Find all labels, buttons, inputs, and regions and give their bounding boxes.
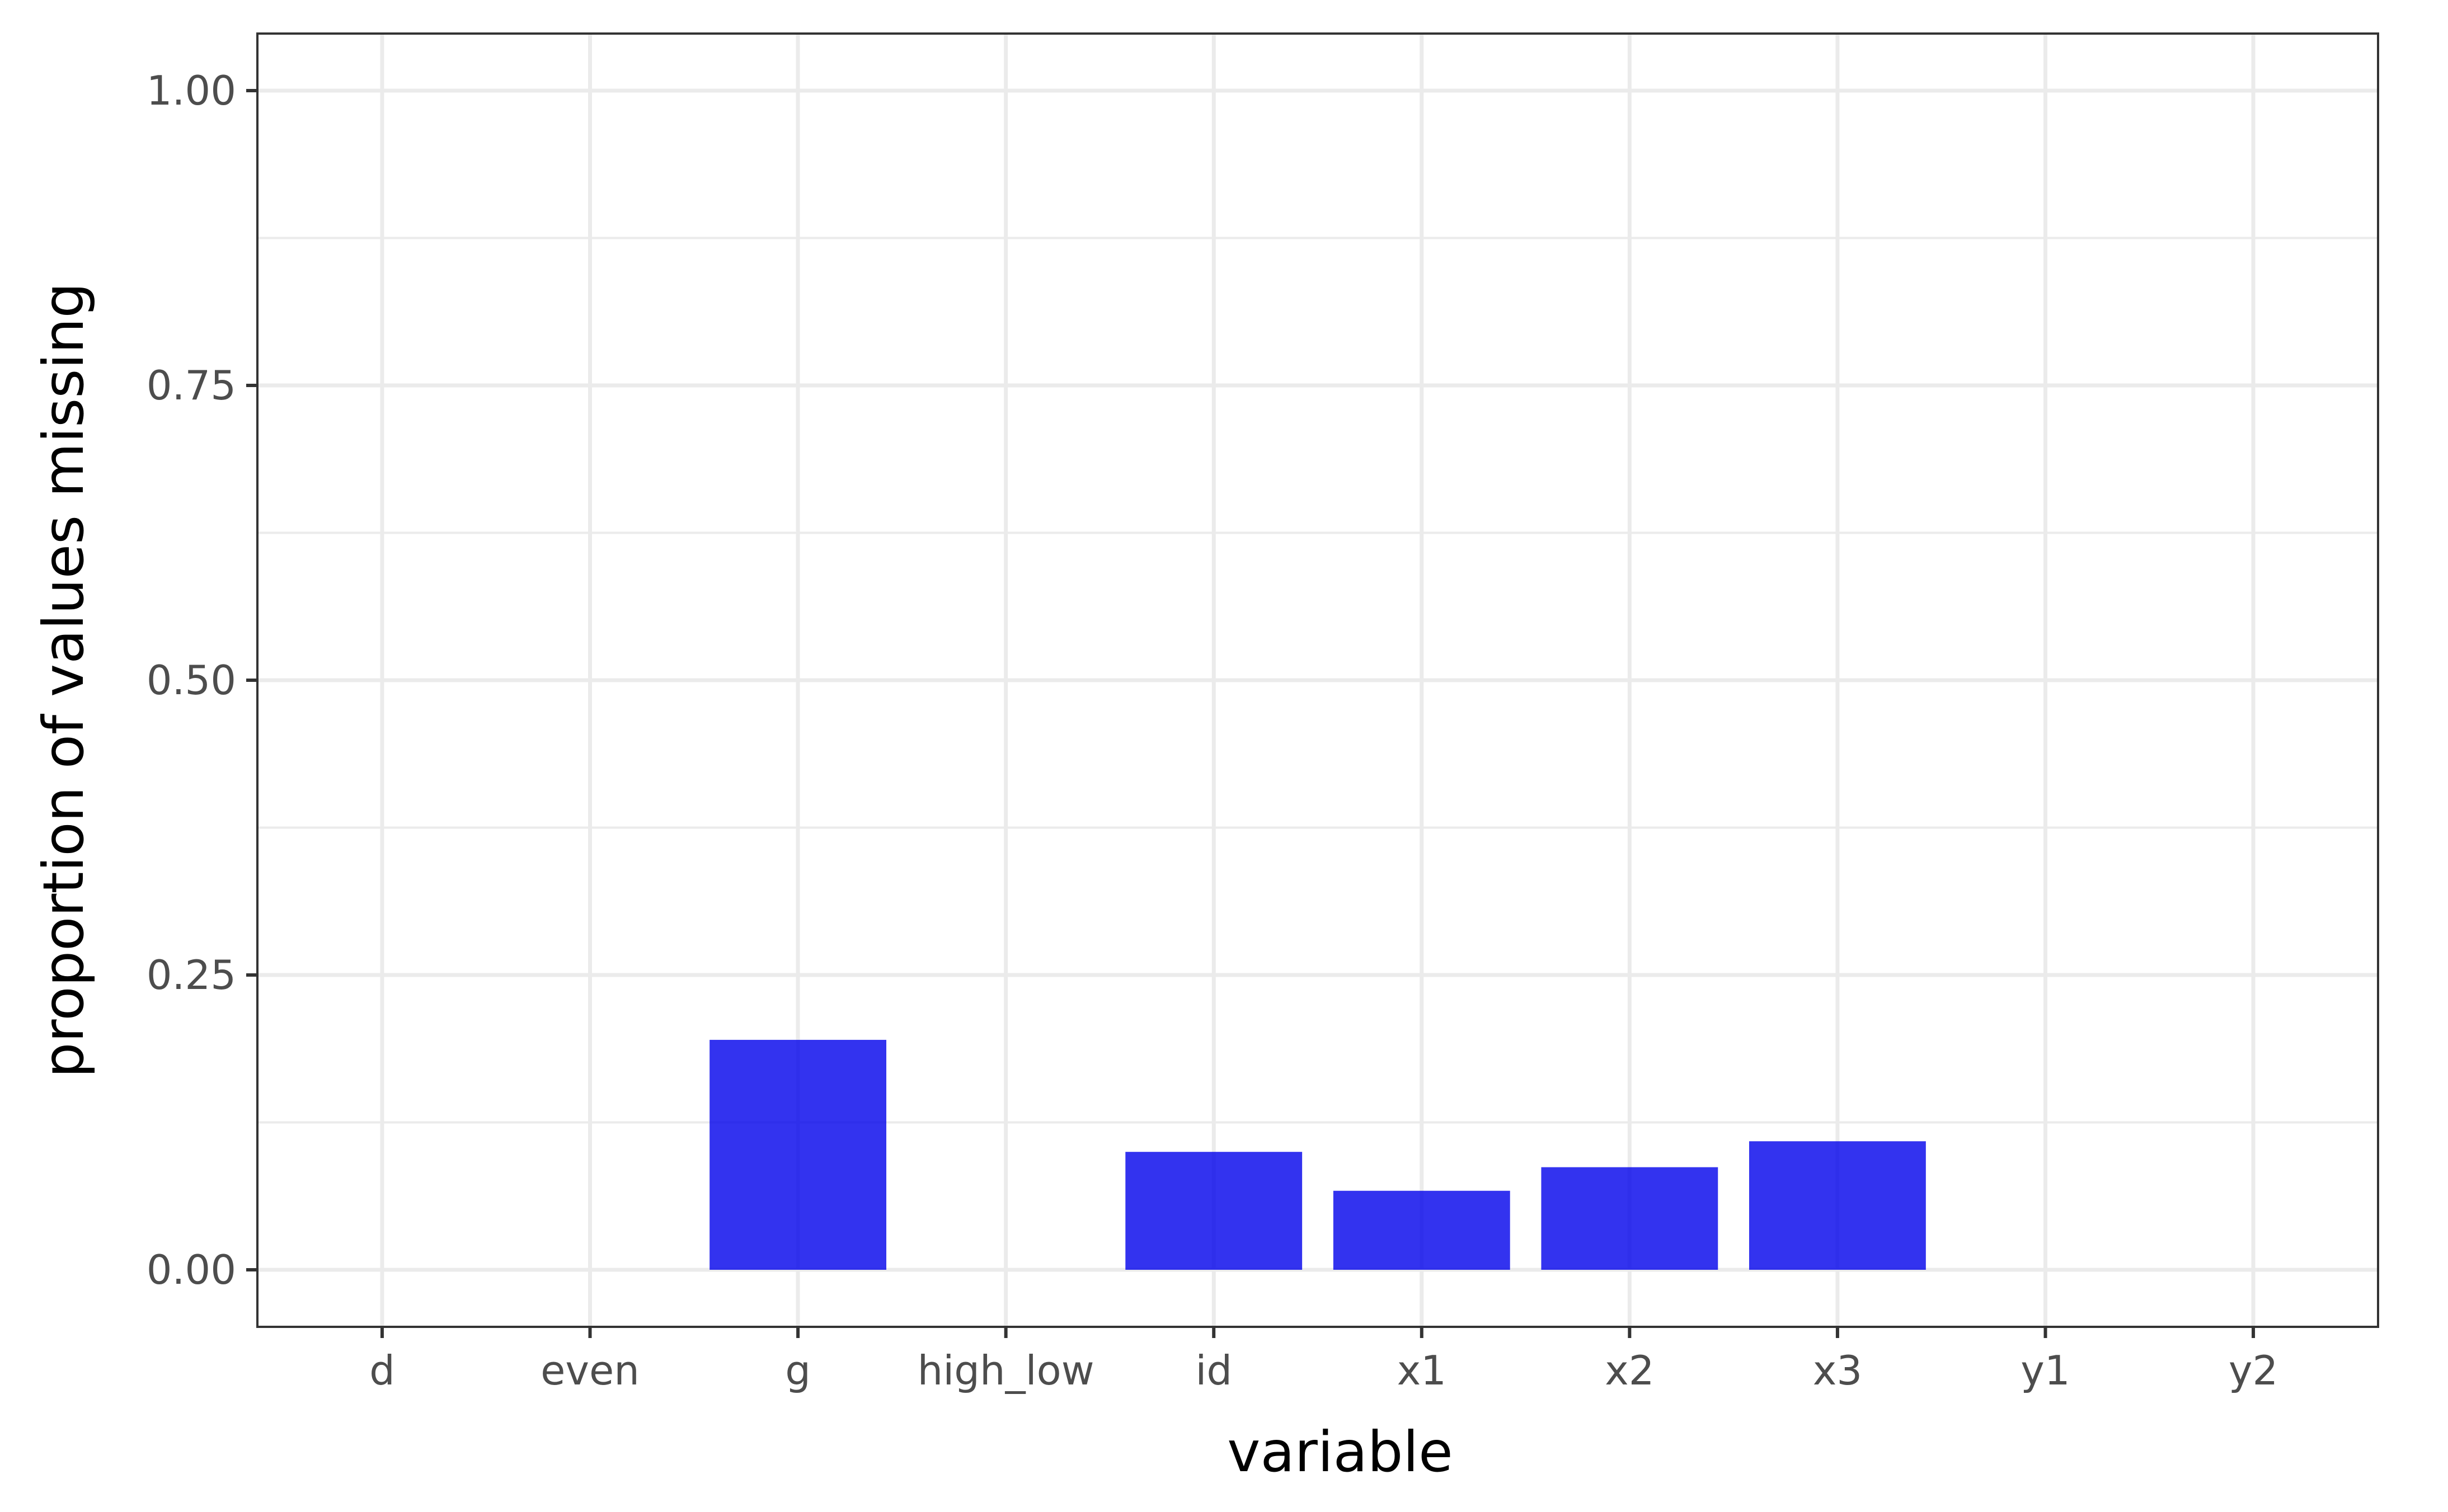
x-tick-label: x3 bbox=[1813, 1347, 1862, 1394]
bars bbox=[710, 1039, 1926, 1270]
x-tick-label: g bbox=[785, 1347, 811, 1394]
x-tick-label: even bbox=[541, 1347, 640, 1394]
x-tick-label: y1 bbox=[2021, 1347, 2070, 1394]
x-axis: d even g high_low id x1 x2 x3 y1 y2 bbox=[369, 1327, 2278, 1394]
y-tick-label: 0.00 bbox=[147, 1246, 236, 1293]
x-tick-label: high_low bbox=[918, 1347, 1094, 1394]
y-tick-label: 0.75 bbox=[147, 362, 236, 409]
x-tick-label: d bbox=[369, 1347, 395, 1394]
x-tick-label: x1 bbox=[1397, 1347, 1446, 1394]
x-tick-label: id bbox=[1195, 1347, 1232, 1394]
y-tick-label: 0.50 bbox=[147, 657, 236, 704]
bar-x1 bbox=[1333, 1190, 1510, 1270]
gridlines bbox=[257, 34, 2378, 1327]
bar-g bbox=[710, 1039, 886, 1270]
x-tick-label: x2 bbox=[1605, 1347, 1654, 1394]
y-tick-label: 0.25 bbox=[147, 952, 236, 998]
x-tick-label: y2 bbox=[2229, 1347, 2278, 1394]
y-axis: 0.00 0.25 0.50 0.75 1.00 bbox=[147, 67, 257, 1293]
y-axis-title: proportion of values missing bbox=[31, 282, 96, 1078]
x-axis-title: variable bbox=[1227, 1419, 1453, 1485]
bar-x3 bbox=[1749, 1141, 1926, 1270]
bar-x2 bbox=[1541, 1167, 1718, 1270]
y-tick-label: 1.00 bbox=[147, 67, 236, 114]
bar-id bbox=[1125, 1152, 1303, 1270]
